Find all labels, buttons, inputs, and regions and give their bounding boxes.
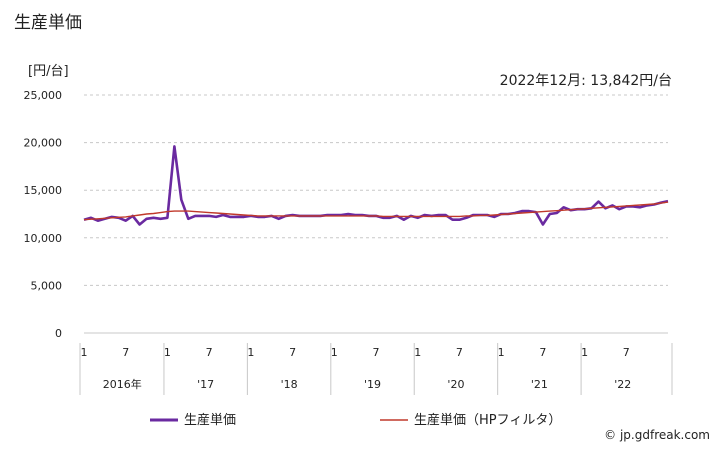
y-tick-label: 20,000	[24, 137, 63, 150]
grid-lines	[79, 94, 673, 395]
x-tick-label: 7	[456, 346, 463, 359]
legend-label-series: 生産単価	[184, 412, 236, 428]
y-tick-labels: 0 5,000 10,000 15,000 20,000 25,000	[24, 89, 63, 340]
y-tick-label: 5,000	[31, 279, 63, 292]
x-tick-label: 7	[289, 346, 296, 359]
y-tick-label: 0	[55, 327, 62, 340]
x-tick-label: 1	[164, 346, 171, 359]
page-title: 生産単価	[14, 13, 82, 33]
year-label: '18	[281, 378, 298, 391]
x-tick-label: 1	[81, 346, 88, 359]
x-tick-label: 7	[206, 346, 213, 359]
year-labels: 2016年 '17 '18 '19 '20 '21 '22	[103, 377, 632, 391]
x-tick-label: 7	[373, 346, 380, 359]
year-label: '19	[364, 378, 381, 391]
year-label: '20	[447, 378, 464, 391]
x-tick-label: 7	[122, 346, 129, 359]
y-tick-label: 10,000	[24, 232, 63, 245]
year-label: '17	[197, 378, 214, 391]
series-line-unit-price	[83, 145, 669, 226]
x-tick-label: 7	[623, 346, 630, 359]
year-label: '22	[614, 378, 631, 391]
x-tick-labels: 1 7 1 7 1 7 1 7 1 7 1 7 1 7	[81, 346, 630, 359]
y-axis-unit-label: [円/台]	[28, 64, 69, 79]
latest-value-label: 2022年12月: 13,842円/台	[499, 73, 672, 89]
x-tick-label: 1	[331, 346, 338, 359]
x-tick-label: 1	[498, 346, 505, 359]
x-tick-label: 1	[581, 346, 588, 359]
x-tick-label: 1	[247, 346, 254, 359]
legend-label-filter: 生産単価（HPフィルタ）	[414, 412, 561, 428]
y-tick-label: 25,000	[24, 89, 63, 102]
series-line-hp-filter	[83, 201, 669, 221]
y-tick-label: 15,000	[24, 184, 63, 197]
x-tick-label: 7	[539, 346, 546, 359]
legend: 生産単価 生産単価（HPフィルタ）	[150, 412, 561, 428]
year-label: '21	[531, 378, 548, 391]
year-label: 2016年	[103, 377, 142, 391]
source-credit: © jp.gdfreak.com	[604, 428, 710, 442]
series-lines	[83, 145, 669, 226]
x-tick-label: 1	[414, 346, 421, 359]
